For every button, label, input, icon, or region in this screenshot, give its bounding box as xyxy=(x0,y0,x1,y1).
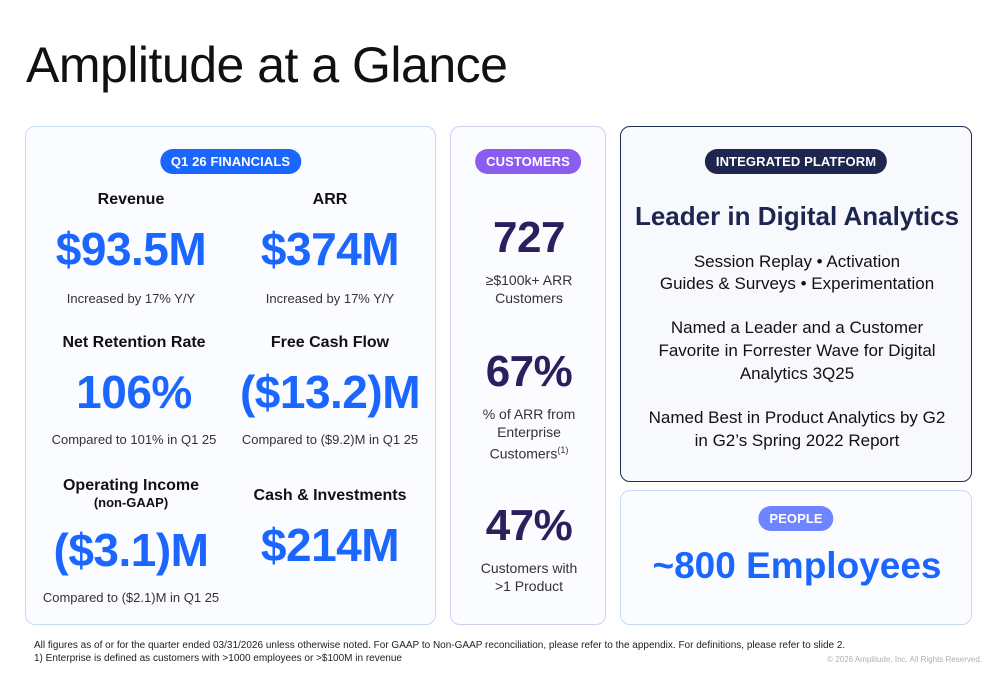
operating-income-value: ($3.1)M xyxy=(53,524,209,576)
fcf-metric: Free Cash Flow ($13.2)M Compared to ($9.… xyxy=(230,334,430,447)
customer-stat-desc: % of ARR from Enterprise Customers(1) xyxy=(482,406,576,462)
platform-heading: Leader in Digital Analytics xyxy=(634,201,960,231)
arr-value: $374M xyxy=(260,223,400,275)
customer-stat-value: 47% xyxy=(485,501,573,550)
platform-line: Analytics 3Q25 xyxy=(739,364,855,383)
operating-income-note: Compared to ($2.1)M in Q1 25 xyxy=(42,590,220,605)
revenue-note: Increased by 17% Y/Y xyxy=(66,291,196,306)
customers-card: CUSTOMERS 727 ≥$100k+ ARR Customers 67% … xyxy=(450,126,606,625)
platform-line: in G2’s Spring 2022 Report xyxy=(694,431,900,450)
footnote: 1) Enterprise is defined as customers wi… xyxy=(34,653,402,664)
fcf-value: ($13.2)M xyxy=(239,366,421,418)
revenue-label: Revenue xyxy=(97,191,165,208)
platform-line: Favorite in Forrester Wave for Digital xyxy=(658,341,936,360)
employee-count: ~800 Employees xyxy=(652,545,942,586)
customer-stat-desc: ≥$100k+ ARR Customers xyxy=(485,272,573,306)
cash-label: Cash & Investments xyxy=(253,487,407,504)
copyright-text: © 2026 Amplitude, Inc. All Rights Reserv… xyxy=(827,655,982,664)
nrr-value: 106% xyxy=(76,366,192,418)
arr-label: ARR xyxy=(312,191,348,208)
footnote: All figures as of or for the quarter end… xyxy=(34,640,846,651)
customer-stat-value: 67% xyxy=(485,347,573,396)
platform-pill: INTEGRATED PLATFORM xyxy=(704,149,888,174)
operating-income-label: Operating Income xyxy=(62,477,200,494)
customers-pill: CUSTOMERS xyxy=(475,149,581,174)
revenue-metric: Revenue $93.5M Increased by 17% Y/Y xyxy=(31,191,231,306)
arr-metric: ARR $374M Increased by 17% Y/Y xyxy=(230,191,430,306)
cash-metric: Cash & Investments $214M xyxy=(230,487,430,571)
customer-stat: 47% Customers with >1 Product xyxy=(451,501,607,595)
platform-line: Session Replay • Activation xyxy=(693,252,901,271)
nrr-metric: Net Retention Rate 106% Compared to 101%… xyxy=(34,334,234,447)
platform-line: Named Best in Product Analytics by G2 xyxy=(648,408,946,427)
fcf-note: Compared to ($9.2)M in Q1 25 xyxy=(241,432,419,447)
platform-line: Named a Leader and a Customer xyxy=(670,318,924,337)
revenue-value: $93.5M xyxy=(55,223,207,275)
financials-pill: Q1 26 FINANCIALS xyxy=(159,149,302,174)
cash-value: $214M xyxy=(260,519,400,571)
customer-stat-value: 727 xyxy=(493,213,565,262)
operating-income-metric: Operating Income (non-GAAP) ($3.1)M Comp… xyxy=(31,477,231,605)
nrr-label: Net Retention Rate xyxy=(62,334,206,351)
page-title: Amplitude at a Glance xyxy=(26,37,508,93)
customer-stat: 727 ≥$100k+ ARR Customers xyxy=(451,213,607,307)
platform-line: Guides & Surveys • Experimentation xyxy=(659,274,935,293)
nrr-note: Compared to 101% in Q1 25 xyxy=(51,432,217,447)
platform-card: INTEGRATED PLATFORM Leader in Digital An… xyxy=(620,126,972,482)
people-card: PEOPLE ~800 Employees xyxy=(620,490,972,625)
fcf-label: Free Cash Flow xyxy=(270,334,390,351)
footnote-ref: (1) xyxy=(557,445,569,455)
people-pill: PEOPLE xyxy=(758,506,834,531)
financials-card: Q1 26 FINANCIALS Revenue $93.5M Increase… xyxy=(25,126,436,625)
customer-stat-desc: Customers with >1 Product xyxy=(480,560,578,594)
operating-income-sublabel: (non-GAAP) xyxy=(93,495,169,510)
customer-stat: 67% % of ARR from Enterprise Customers(1… xyxy=(451,347,607,463)
arr-note: Increased by 17% Y/Y xyxy=(265,291,395,306)
